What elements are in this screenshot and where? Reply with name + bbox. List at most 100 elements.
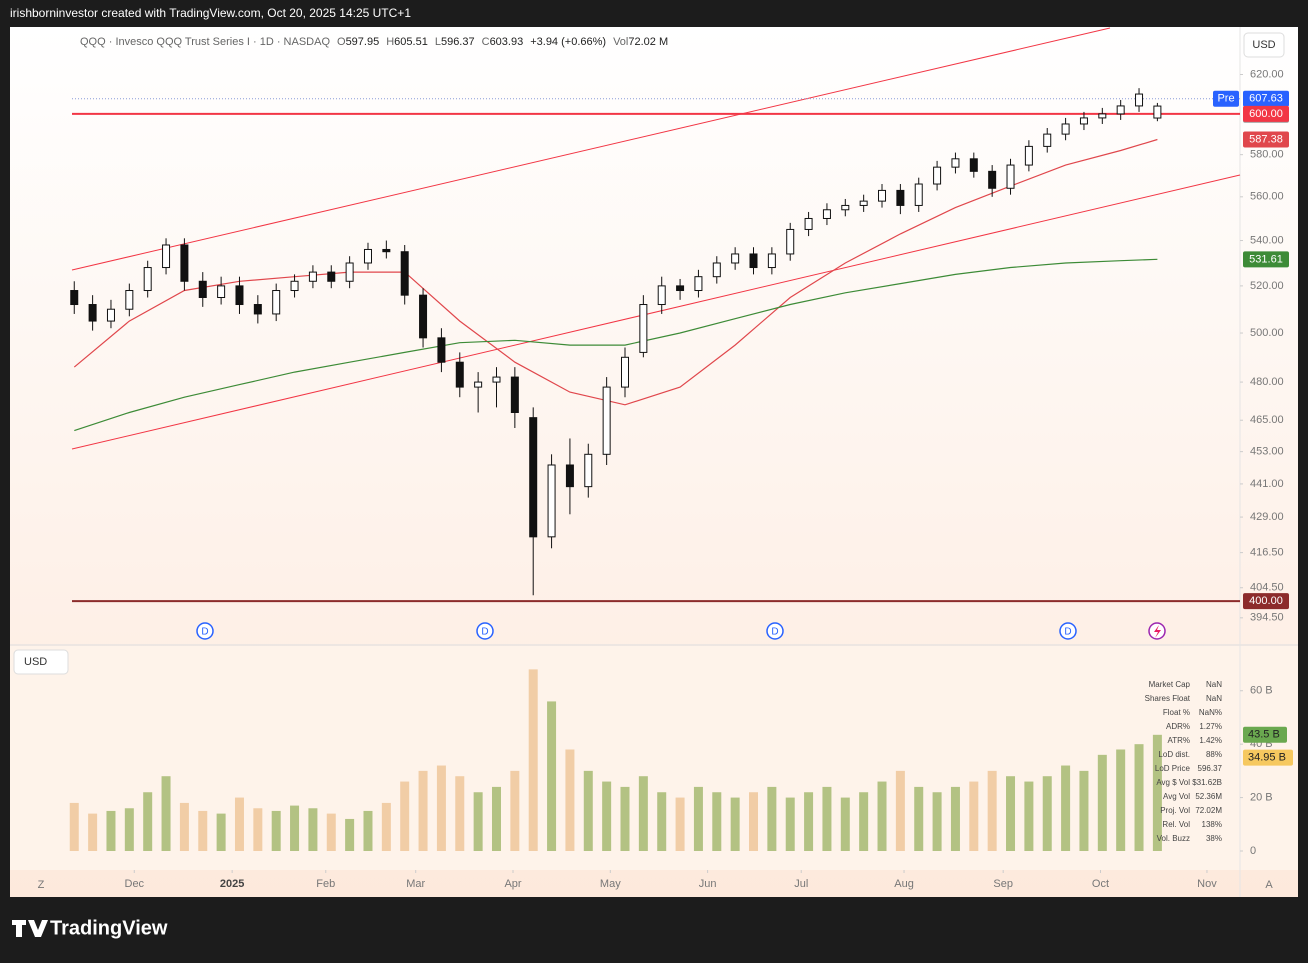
volume-bar xyxy=(914,786,924,851)
level-label: 400.00 xyxy=(1249,595,1283,607)
candle-body xyxy=(547,464,556,538)
candle-body xyxy=(1043,133,1052,147)
moving-average xyxy=(74,258,1158,432)
dividend-marker xyxy=(766,622,784,640)
candle-body xyxy=(639,304,648,353)
candle-body xyxy=(327,271,336,282)
candle-body xyxy=(878,189,887,202)
candle-body xyxy=(896,189,905,206)
stat-value: 52.36M xyxy=(1195,792,1222,801)
volume-bar xyxy=(290,805,300,851)
stat-label: Avg $ Vol xyxy=(1156,778,1190,787)
currency-button[interactable] xyxy=(1243,32,1285,58)
stat-label: Vol. Buzz xyxy=(1157,834,1190,843)
zoom-button[interactable]: Z xyxy=(38,879,45,891)
x-tick-label: Apr xyxy=(504,878,521,890)
candle-body xyxy=(363,248,372,264)
candle-body xyxy=(731,253,740,264)
stat-value: 1.42% xyxy=(1199,736,1222,745)
volume-avg-bg xyxy=(1243,749,1293,766)
candle-body xyxy=(822,209,831,219)
candle-body xyxy=(217,285,226,298)
brand: TradingView xyxy=(50,917,168,939)
volume-bar xyxy=(1079,770,1089,851)
candle-body xyxy=(767,253,776,269)
candle-body xyxy=(125,290,134,310)
x-tick-label: Oct xyxy=(1092,878,1109,890)
volume-bar xyxy=(602,781,612,851)
volume-bar xyxy=(1152,734,1162,851)
volume-bar xyxy=(859,792,869,851)
c-letter: C xyxy=(482,36,490,48)
stat-value: NaN xyxy=(1206,694,1222,703)
volume-bar xyxy=(381,802,391,851)
volume-bar xyxy=(271,810,281,851)
volume-bar xyxy=(822,786,832,851)
volume-currency-button[interactable] xyxy=(13,649,69,675)
currency[interactable]: USD xyxy=(1252,39,1275,51)
candle-body xyxy=(143,267,152,292)
volume-last-bg xyxy=(1243,726,1287,743)
candle-body xyxy=(198,280,207,298)
stat-label: ADR% xyxy=(1166,722,1190,731)
volume-currency[interactable]: USD xyxy=(24,656,47,668)
volume-bar xyxy=(657,792,667,851)
l-value: 596.37 xyxy=(441,36,475,48)
volume-bar xyxy=(69,802,79,851)
volume-bar xyxy=(510,770,520,851)
y-tick-label: 465.00 xyxy=(1250,414,1284,426)
credit: irishborninvestor created with TradingVi… xyxy=(10,6,411,20)
ma-label-bg xyxy=(1243,131,1289,148)
volume-bar xyxy=(363,810,373,851)
volume-bar xyxy=(418,770,428,851)
volume-bar xyxy=(620,786,630,851)
candle-body xyxy=(492,376,501,383)
volume-bar xyxy=(1006,776,1016,851)
volume-bar xyxy=(950,786,960,851)
ma-label-bg xyxy=(1243,251,1289,268)
candle-body xyxy=(88,304,97,322)
candle-body xyxy=(345,262,354,282)
volume-bar xyxy=(528,669,538,851)
stat-value: $31.62B xyxy=(1192,778,1222,787)
volume-bar xyxy=(326,813,336,851)
candle-body xyxy=(1079,117,1088,125)
volume-bar xyxy=(877,781,887,851)
volume-bar xyxy=(712,792,722,851)
candle-body xyxy=(235,285,244,306)
candle-body xyxy=(70,290,79,306)
candle-body xyxy=(914,183,923,206)
volume-bar xyxy=(345,818,355,851)
candle-body xyxy=(933,166,942,185)
y-tick-label: 480.00 xyxy=(1250,376,1284,388)
volume-tick-label: 20 B xyxy=(1250,791,1273,803)
y-tick-label: 540.00 xyxy=(1250,234,1284,246)
stat-value: 72.02M xyxy=(1195,806,1222,815)
candle-body xyxy=(106,308,115,322)
stat-value: 1.27% xyxy=(1199,722,1222,731)
volume-bar xyxy=(308,808,318,851)
candle-body xyxy=(584,453,593,488)
y-tick-label: 394.50 xyxy=(1250,612,1284,624)
volume-bar xyxy=(565,749,575,851)
auto-button[interactable]: A xyxy=(1265,879,1273,891)
y-tick-label: 520.00 xyxy=(1250,280,1284,292)
candle-body xyxy=(382,248,391,253)
volume-bar xyxy=(804,792,814,851)
x-tick-label: 2025 xyxy=(220,878,244,890)
volume-bar xyxy=(491,786,501,851)
o-letter: O xyxy=(337,36,346,48)
candle-body xyxy=(400,251,409,296)
y-tick-label: 416.50 xyxy=(1250,547,1284,559)
candle-body xyxy=(308,271,317,282)
volume-tick-label: 0 xyxy=(1250,845,1256,857)
volume-bar xyxy=(179,802,189,851)
candle-body xyxy=(437,337,446,363)
candle-body xyxy=(455,361,464,388)
candle-body xyxy=(859,200,868,206)
volume-bar xyxy=(969,781,979,851)
volume-bar xyxy=(253,808,263,851)
c-value: 603.93 xyxy=(490,36,524,48)
stat-value: 596.37 xyxy=(1198,764,1223,773)
